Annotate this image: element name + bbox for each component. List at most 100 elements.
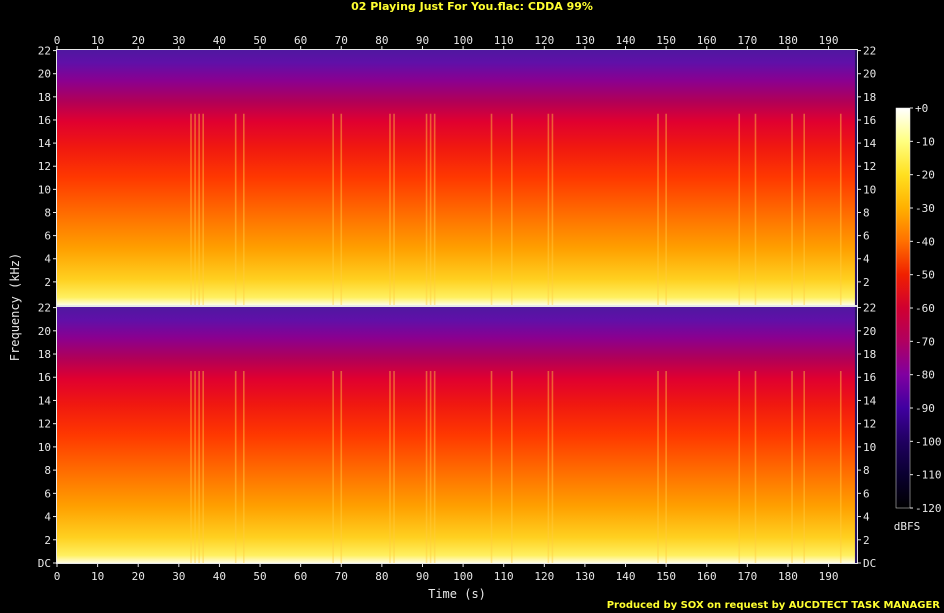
x-tick-label-top: 180: [778, 34, 798, 47]
x-tick-label-bottom: 20: [132, 570, 145, 583]
transient-streak: [340, 113, 343, 305]
y-tick-label-right: 20: [863, 325, 876, 338]
y-tick-label-right: 2: [863, 534, 870, 547]
colorbar-tick-label: -10: [915, 135, 935, 148]
y-tick-label-right: 18: [863, 91, 876, 104]
y-tick-label-left: 12: [38, 418, 51, 431]
y-tick-label-left: 8: [44, 464, 51, 477]
transient-streak: [243, 113, 245, 305]
y-tick-label-left: 22: [38, 302, 51, 315]
y-tick-label-right: 10: [863, 183, 876, 196]
x-axis-label: Time (s): [428, 587, 486, 601]
transient-streak: [194, 113, 196, 305]
colorbar-tick-label: -30: [915, 202, 935, 215]
colorbar-tick-label: -40: [915, 235, 935, 248]
x-tick-label-bottom: 160: [697, 570, 717, 583]
y-tick-label-left: 2: [44, 534, 51, 547]
y-tick-label-right: 14: [863, 394, 877, 407]
x-tick-label-top: 120: [534, 34, 554, 47]
transient-streak: [665, 113, 667, 305]
x-tick-label-top: 100: [453, 34, 473, 47]
y-tick-label-right: 18: [863, 348, 876, 361]
x-tick-label-bottom: 100: [453, 570, 473, 583]
y-tick-label-left: 4: [44, 511, 51, 524]
x-tick-label-bottom: 90: [416, 570, 429, 583]
y-tick-label-left: 18: [38, 91, 51, 104]
x-tick-label-top: 80: [375, 34, 388, 47]
x-tick-label-bottom: 0: [54, 570, 61, 583]
y-tick-label-right: 20: [863, 68, 876, 81]
x-tick-label-top: 50: [253, 34, 266, 47]
chart-title: 02 Playing Just For You.flac: CDDA 99%: [351, 0, 593, 13]
y-tick-label-left: 18: [38, 348, 51, 361]
transient-streak: [839, 113, 842, 305]
x-tick-label-top: 140: [616, 34, 636, 47]
transient-streak: [490, 113, 493, 305]
colorbar-tick-label: -90: [915, 402, 935, 415]
x-tick-label-top: 40: [213, 34, 226, 47]
x-tick-label-bottom: 120: [534, 570, 554, 583]
transient-streak: [332, 113, 334, 305]
colorbar-tick-label: -80: [915, 369, 935, 382]
x-tick-label-bottom: 80: [375, 570, 388, 583]
transient-streak: [340, 371, 343, 563]
x-tick-label-bottom: 50: [253, 570, 266, 583]
x-tick-label-top: 130: [575, 34, 595, 47]
transient-streak: [433, 113, 436, 305]
y-axis-label: Frequency (kHz): [8, 253, 22, 361]
x-tick-label-top: 170: [737, 34, 757, 47]
y-tick-label-right: 4: [863, 511, 870, 524]
x-tick-label-top: 60: [294, 34, 307, 47]
x-tick-label-top: 190: [819, 34, 839, 47]
x-tick-label-top: 10: [91, 34, 104, 47]
colorbar-tick-label: -50: [915, 269, 935, 282]
x-tick-label-bottom: 140: [616, 570, 636, 583]
transient-streak: [754, 371, 757, 563]
transient-streak: [198, 371, 200, 563]
x-tick-label-bottom: 180: [778, 570, 798, 583]
y-tick-label-right: 14: [863, 137, 877, 150]
y-tick-label-right: 22: [863, 45, 876, 58]
x-tick-label-bottom: 190: [819, 570, 839, 583]
y-tick-label-right: 16: [863, 114, 876, 127]
x-tick-label-top: 110: [494, 34, 514, 47]
transient-streak: [202, 113, 204, 305]
channel-frame: [56, 306, 858, 564]
transient-streak: [190, 371, 192, 563]
y-tick-label-left: 16: [38, 371, 51, 384]
y-tick-label-left: 12: [38, 160, 51, 173]
y-tick-label-left: 10: [38, 441, 51, 454]
transient-streak: [425, 113, 428, 305]
y-tick-label-left: 10: [38, 183, 51, 196]
y-tick-label-left: DC: [38, 557, 51, 570]
transient-streak: [665, 371, 667, 563]
transient-streak: [234, 113, 237, 305]
x-tick-label-bottom: 40: [213, 570, 226, 583]
y-tick-label-right: 8: [863, 464, 870, 477]
transient-streak: [803, 113, 806, 305]
y-tick-label-left: 2: [44, 276, 51, 289]
tail-region: [854, 50, 857, 305]
y-tick-label-right: 8: [863, 206, 870, 219]
spectrogram-field: [57, 307, 855, 563]
y-tick-label-right: 16: [863, 371, 876, 384]
channel-frame: [56, 49, 858, 306]
transient-streak: [511, 113, 513, 305]
colorbar: +0 -10 -20 -30 -40 -50 -60 -70 -80 -90 -100 -110 -12…: [894, 102, 942, 533]
transient-streak: [198, 113, 200, 305]
transient-streak: [511, 371, 513, 563]
transient-streak: [803, 371, 806, 563]
transient-streak: [429, 113, 432, 305]
colorbar-tick-label: -110: [915, 469, 942, 482]
transient-streak: [202, 371, 204, 563]
colorbar-tick-label: -100: [915, 435, 942, 448]
y-tick-label-left: 14: [38, 137, 52, 150]
transient-streak: [754, 113, 757, 305]
y-tick-label-right: 12: [863, 418, 876, 431]
y-tick-label-left: 14: [38, 394, 52, 407]
transient-streak: [551, 113, 554, 305]
transient-streak: [429, 371, 432, 563]
x-tick-label-top: 30: [172, 34, 185, 47]
x-tick-label-bottom: 130: [575, 570, 595, 583]
